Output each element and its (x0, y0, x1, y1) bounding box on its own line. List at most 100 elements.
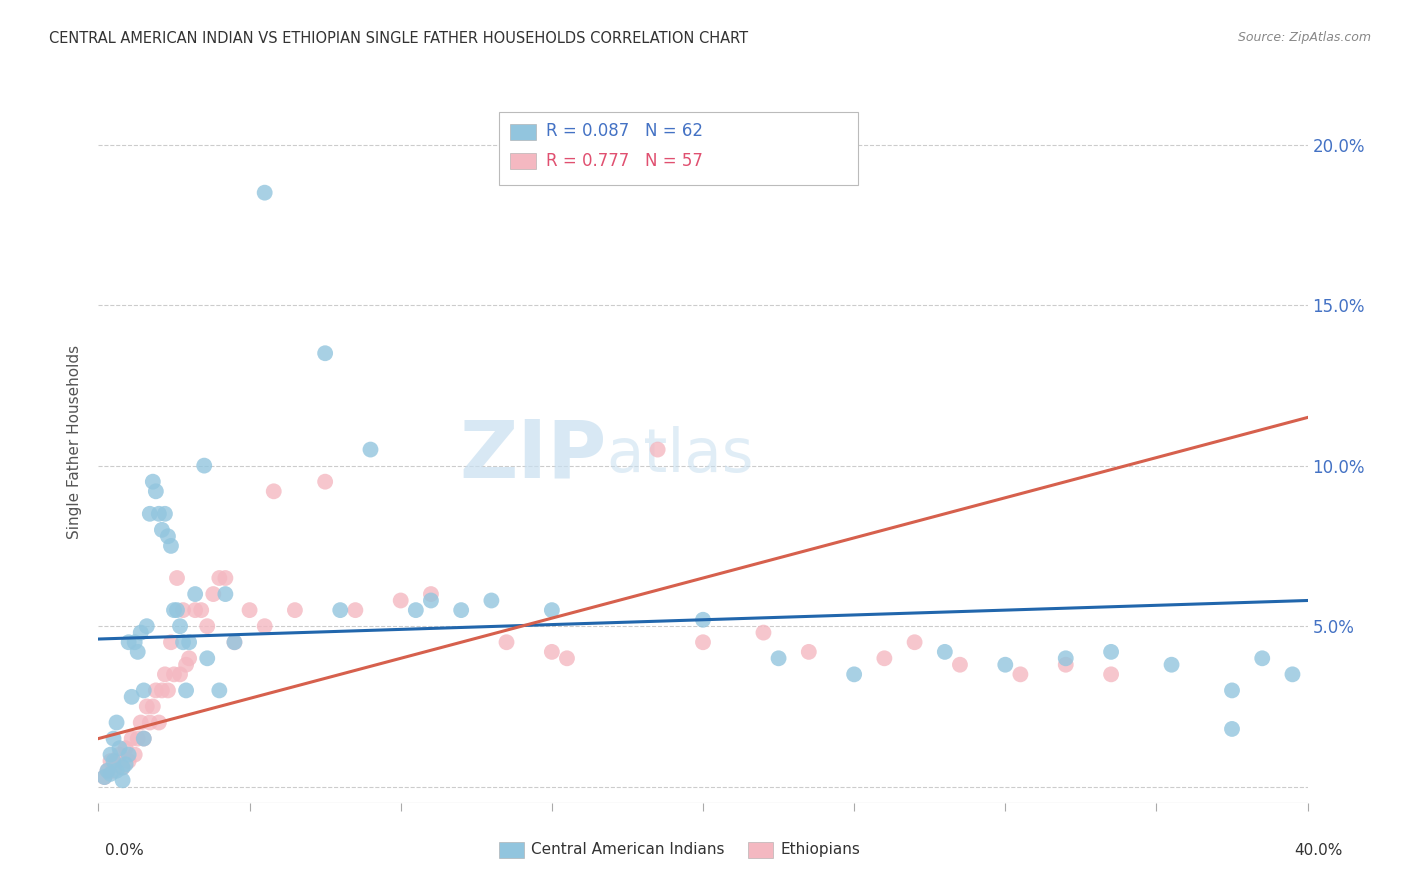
Point (111, 760, 134, 774)
Point (163, 667, 186, 681)
Point (873, 651, 896, 665)
Point (135, 699, 157, 714)
Point (160, 635, 183, 649)
Point (752, 625, 775, 640)
Point (96, 764, 118, 778)
Point (121, 731, 143, 746)
Point (148, 715, 170, 730)
Point (179, 635, 201, 649)
Point (314, 475, 336, 489)
Point (224, 635, 246, 649)
Point (555, 651, 578, 665)
Point (360, 442, 382, 457)
Point (1099, 645, 1122, 659)
Point (103, 731, 125, 746)
Point (150, 683, 173, 698)
Point (797, 645, 820, 659)
Point (160, 539, 183, 553)
Point (103, 754, 125, 768)
Point (93, 770, 115, 784)
Text: atlas: atlas (606, 426, 754, 485)
Text: 0.0%: 0.0% (105, 843, 145, 858)
Point (844, 667, 866, 681)
Point (1010, 667, 1032, 681)
Text: CENTRAL AMERICAN INDIAN VS ETHIOPIAN SINGLE FATHER HOUSEHOLDS CORRELATION CHART: CENTRAL AMERICAN INDIAN VS ETHIOPIAN SIN… (49, 31, 748, 46)
Point (540, 603, 562, 617)
Point (100, 767, 122, 781)
Point (127, 645, 149, 659)
Point (195, 619, 218, 633)
Text: Central American Indians: Central American Indians (531, 842, 725, 856)
Point (124, 747, 146, 762)
Point (481, 593, 503, 607)
Point (150, 523, 173, 537)
Point (132, 683, 155, 698)
Point (994, 657, 1017, 672)
Point (253, 619, 276, 633)
Point (934, 645, 956, 659)
Point (214, 571, 236, 585)
Point (174, 657, 197, 672)
Point (142, 699, 165, 714)
Point (129, 625, 152, 640)
Point (190, 603, 212, 617)
Point (208, 683, 231, 698)
Point (184, 603, 207, 617)
Point (195, 651, 218, 665)
Text: Ethiopians: Ethiopians (780, 842, 860, 856)
Point (148, 507, 170, 521)
Point (1054, 651, 1077, 665)
Point (1281, 667, 1303, 681)
Point (156, 683, 179, 698)
Point (129, 715, 152, 730)
Point (1160, 657, 1182, 672)
Text: Source: ZipAtlas.com: Source: ZipAtlas.com (1237, 31, 1371, 45)
Point (202, 587, 225, 601)
Point (169, 619, 191, 633)
Point (156, 529, 179, 543)
Point (166, 571, 188, 585)
Point (253, 186, 276, 200)
Point (169, 667, 191, 681)
Point (142, 475, 165, 489)
Point (179, 651, 201, 665)
Point (214, 587, 236, 601)
Point (1251, 651, 1274, 665)
Point (153, 667, 176, 681)
Point (114, 741, 136, 756)
Point (145, 683, 167, 698)
Point (163, 603, 186, 617)
Point (184, 587, 207, 601)
Point (193, 458, 215, 473)
Point (153, 507, 176, 521)
Point (139, 507, 162, 521)
Point (450, 603, 472, 617)
Point (208, 571, 231, 585)
Point (172, 635, 194, 649)
Point (389, 593, 412, 607)
Point (105, 764, 128, 778)
Point (118, 747, 141, 762)
Text: 40.0%: 40.0% (1295, 843, 1343, 858)
Point (1220, 683, 1243, 698)
Point (124, 635, 146, 649)
Point (344, 603, 367, 617)
Point (174, 683, 197, 698)
Point (224, 635, 246, 649)
Point (132, 731, 155, 746)
Text: R = 0.087   N = 62: R = 0.087 N = 62 (546, 122, 703, 140)
Point (96, 764, 118, 778)
Point (1099, 667, 1122, 681)
Point (949, 657, 972, 672)
Point (420, 593, 443, 607)
Point (1220, 722, 1243, 736)
Point (118, 754, 141, 768)
Point (105, 754, 128, 768)
Point (405, 603, 427, 617)
Point (105, 715, 128, 730)
Text: R = 0.777   N = 57: R = 0.777 N = 57 (546, 152, 703, 169)
Point (263, 484, 285, 499)
Point (135, 619, 157, 633)
Point (692, 635, 714, 649)
Point (114, 757, 136, 772)
